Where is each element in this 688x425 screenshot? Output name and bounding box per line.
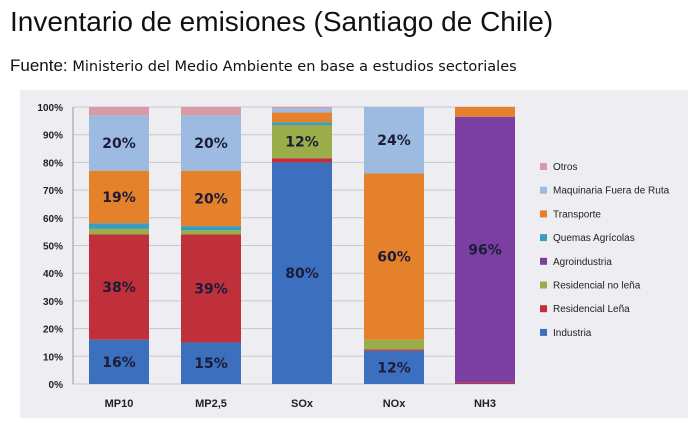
legend-swatch — [540, 186, 547, 194]
legend-label: Residencial no leña — [553, 281, 641, 292]
y-tick-label: 40% — [43, 269, 63, 280]
y-tick-label: 50% — [43, 242, 63, 253]
bar-segment-NH3-Transporte — [455, 107, 515, 117]
legend-label: Residencial Leña — [553, 304, 630, 315]
x-tick-label: NH3 — [474, 398, 496, 410]
data-label: 12% — [285, 135, 319, 151]
bar-segment-NH3-Residencial-Leña — [455, 382, 515, 384]
legend-swatch — [540, 328, 547, 336]
y-tick-label: 30% — [43, 297, 63, 308]
data-label: 20% — [102, 136, 136, 152]
y-tick-label: 20% — [43, 325, 63, 336]
y-tick-label: 90% — [43, 131, 63, 142]
data-label: 20% — [194, 191, 228, 207]
y-tick-label: 80% — [43, 158, 63, 169]
data-label: 60% — [377, 250, 411, 266]
legend-swatch — [540, 210, 547, 218]
bar-segment-SOx-Residencial-Leña — [272, 158, 332, 163]
bar-segment-SOx-Residencial-no-leña — [272, 125, 332, 159]
bar-segment-SOx-Transporte — [272, 112, 332, 123]
bar-segment-NOx-Residencial-no-leña — [364, 339, 424, 350]
bar-segment-MP2,5-Transporte — [181, 170, 241, 227]
legend-swatch — [540, 234, 547, 242]
bar-segment-MP2,5-Otros — [181, 107, 241, 116]
bar-segment-MP2,5-Residencial-Leña — [181, 234, 241, 343]
x-tick-label: SOx — [291, 398, 314, 410]
data-label: 16% — [102, 355, 136, 371]
y-tick-label: 0% — [49, 380, 64, 391]
data-label: 19% — [102, 190, 136, 206]
legend-label: Industria — [553, 328, 592, 339]
bar-segment-MP2,5-Residencial-no-leña — [181, 230, 241, 235]
bar-segment-MP2,5-Quemas-Agrícolas — [181, 226, 241, 231]
bar-segment-SOx-Quemas-Agrícolas — [272, 122, 332, 126]
data-label: 96% — [468, 243, 502, 259]
x-tick-label: MP2,5 — [195, 398, 227, 410]
bar-segment-SOx-Industria — [272, 162, 332, 384]
legend-label: Quemas Agrícolas — [553, 233, 635, 244]
legend-swatch — [540, 163, 547, 170]
legend-label: Agroindustria — [553, 257, 612, 268]
data-label: 80% — [285, 266, 319, 282]
bar-segment-SOx-Maquinaria-Fuera-de-Ruta — [272, 108, 332, 113]
bar-segment-NH3-Agroindustria — [455, 116, 515, 383]
bar-segment-MP10-Maquinaria-Fuera-de-Ruta — [89, 115, 149, 171]
data-label: 12% — [377, 360, 411, 376]
source-label: Fuente: — [10, 56, 68, 75]
legend-swatch — [540, 305, 547, 313]
x-tick-label: MP10 — [105, 398, 134, 410]
bar-segment-NOx-Transporte — [364, 173, 424, 340]
data-label: 38% — [102, 280, 136, 296]
y-tick-label: 10% — [43, 352, 63, 363]
y-tick-label: 60% — [43, 214, 63, 225]
bar-segment-SOx-Otros — [272, 107, 332, 109]
y-tick-label: 70% — [43, 186, 63, 197]
bar-segment-NOx-Maquinaria-Fuera-de-Ruta — [364, 107, 424, 174]
legend-label: Maquinaria Fuera de Ruta — [553, 186, 670, 197]
bar-segment-MP2,5-Industria — [181, 342, 241, 384]
x-tick-label: NOx — [383, 398, 407, 410]
bar-segment-MP10-Residencial-Leña — [89, 234, 149, 340]
source-line: Fuente: Ministerio del Medio Ambiente en… — [10, 56, 517, 76]
page-title: Inventario de emisiones (Santiago de Chi… — [10, 6, 554, 37]
legend-swatch — [540, 281, 547, 289]
legend-label: Transporte — [553, 209, 601, 220]
legend-label: Otros — [553, 162, 577, 173]
bar-segment-MP10-Quemas-Agrícolas — [89, 223, 149, 229]
data-label: 15% — [194, 356, 228, 372]
data-label: 20% — [194, 136, 228, 152]
bar-segment-MP10-Transporte — [89, 170, 149, 224]
bar-segment-MP10-Otros — [89, 107, 149, 116]
bar-segment-NOx-Residencial-Leña — [364, 349, 424, 351]
bar-segment-NOx-Industria — [364, 350, 424, 384]
bar-segment-MP2,5-Maquinaria-Fuera-de-Ruta — [181, 115, 241, 171]
bar-segment-MP10-Industria — [89, 339, 149, 384]
source-text: Ministerio del Medio Ambiente en base a … — [72, 59, 517, 75]
y-tick-label: 100% — [37, 103, 63, 114]
data-label: 39% — [194, 281, 228, 297]
data-label: 24% — [377, 133, 411, 149]
legend-swatch — [540, 257, 547, 265]
bar-segment-MP10-Residencial-no-leña — [89, 228, 149, 235]
